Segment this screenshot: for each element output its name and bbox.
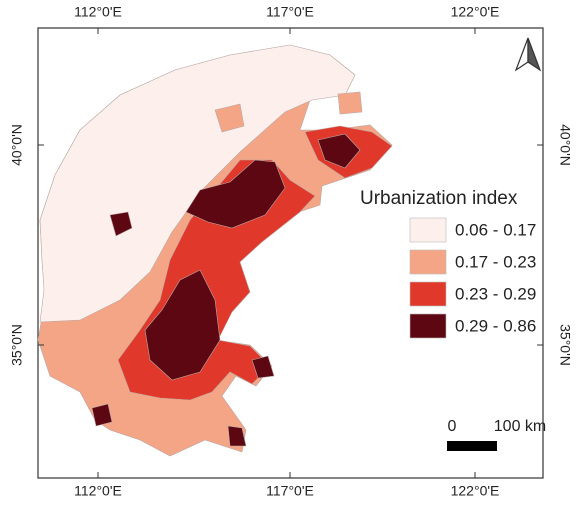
top-lon-label: 112°0'E (74, 4, 122, 20)
graticule-labels: 112°0'E 117°0'E 122°0'E 112°0'E 117°0'E 122°0… (9, 4, 574, 499)
legend-swatch (409, 249, 447, 275)
legend-title: Urbanization index (360, 188, 518, 209)
legend-label: 0.29 - 0.86 (455, 316, 536, 335)
legend-swatch (409, 313, 447, 339)
legend-swatch (409, 217, 447, 243)
scale-end: 100 km (494, 418, 546, 435)
legend-label: 0.06 - 0.17 (455, 220, 536, 239)
scale-bar (447, 441, 497, 451)
legend-label: 0.23 - 0.29 (455, 284, 536, 303)
bottom-lon-label: 117°0'E (266, 483, 314, 499)
right-lat-label: 40°0'N (557, 124, 573, 166)
bottom-lon-label: 112°0'E (74, 483, 122, 499)
right-lat-label: 35°0'N (557, 324, 573, 366)
legend: 0.06 - 0.17 0.17 - 0.23 0.23 - 0.29 0.29 - … (409, 217, 536, 339)
top-lon-label: 122°0'E (451, 4, 500, 20)
legend-swatch (409, 281, 447, 307)
scale-start: 0 (448, 418, 457, 435)
legend-label: 0.17 - 0.23 (455, 252, 536, 271)
left-lat-label: 40°0'N (9, 124, 25, 166)
bottom-lon-label: 122°0'E (451, 483, 500, 499)
map-regions (37, 44, 393, 457)
left-lat-label: 35°0'N (9, 324, 25, 366)
north-arrow (514, 37, 542, 72)
top-lon-label: 117°0'E (266, 4, 314, 20)
